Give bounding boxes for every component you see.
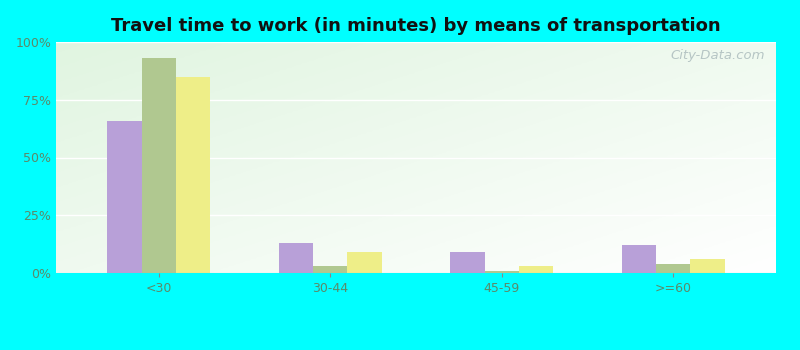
Bar bbox=[519, 266, 553, 273]
Bar bbox=[656, 264, 690, 273]
Bar bbox=[347, 252, 382, 273]
Bar bbox=[176, 77, 210, 273]
Bar bbox=[313, 266, 347, 273]
Bar bbox=[107, 120, 142, 273]
Title: Travel time to work (in minutes) by means of transportation: Travel time to work (in minutes) by mean… bbox=[111, 17, 721, 35]
Bar bbox=[142, 58, 176, 273]
Bar bbox=[690, 259, 725, 273]
Bar bbox=[485, 271, 519, 273]
Bar bbox=[450, 252, 485, 273]
Bar bbox=[622, 245, 656, 273]
Bar bbox=[279, 243, 313, 273]
Text: City-Data.com: City-Data.com bbox=[670, 49, 766, 62]
